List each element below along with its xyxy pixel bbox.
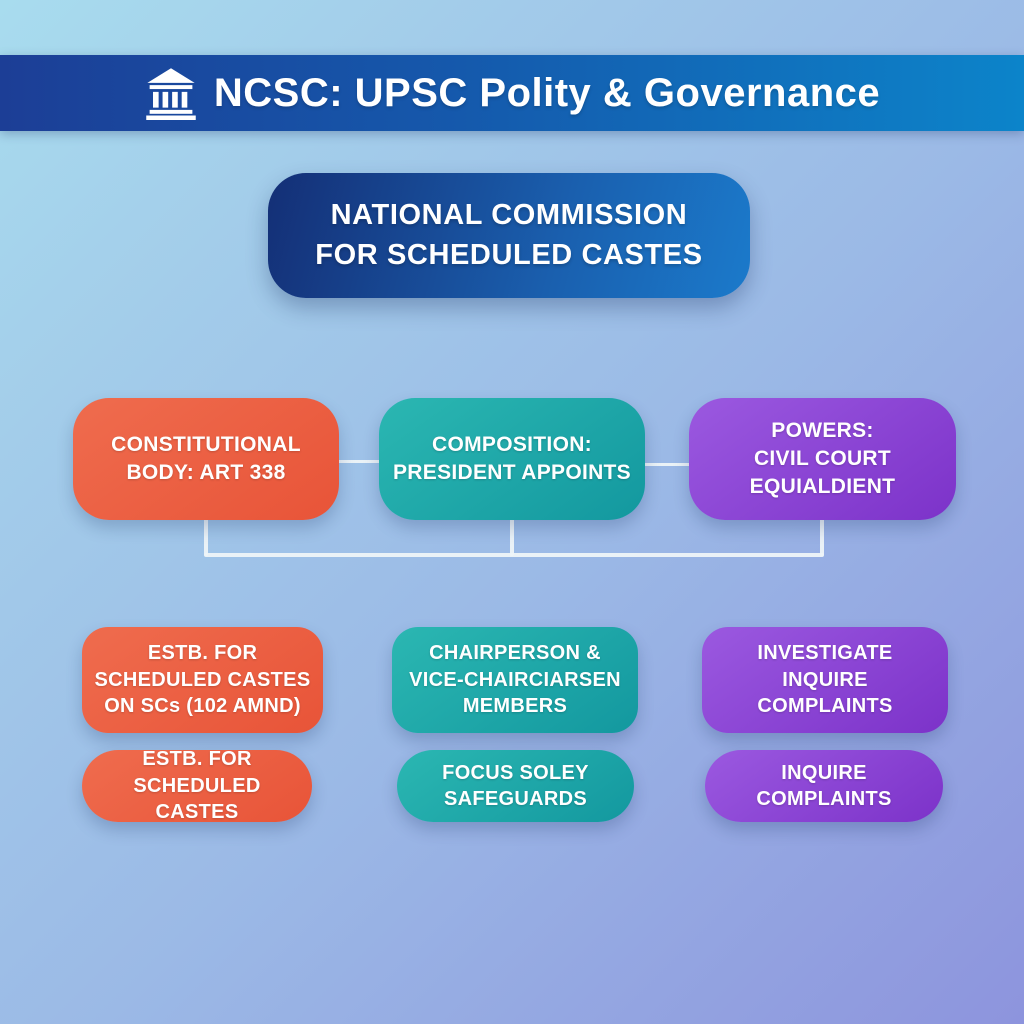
node-label: CHAIRPERSON & VICE-CHAIRCIARSEN MEMBERS	[409, 642, 621, 718]
root-node-ncsc: NATIONAL COMMISSION FOR SCHEDULED CASTES	[268, 173, 750, 298]
root-node-label: NATIONAL COMMISSION FOR SCHEDULED CASTES	[315, 199, 703, 271]
node-investigate-complaints: INVESTIGATE INQUIRE COMPLAINTS	[702, 627, 948, 733]
page-title: NCSC: UPSC Polity & Governance	[213, 70, 881, 115]
node-label: CONSTITUTIONAL BODY: ART 338	[111, 433, 301, 484]
node-powers: POWERS: CIVIL COURT EQUIALDIENT	[689, 398, 956, 520]
node-composition: COMPOSITION: PRESIDENT APPOINTS	[379, 398, 645, 520]
node-label: INQUIRE COMPLAINTS	[756, 761, 892, 810]
node-label: ESTB. FOR SCHEDULED CASTES ON SCs (102 A…	[94, 642, 311, 718]
node-label: POWERS: CIVIL COURT EQUIALDIENT	[749, 419, 896, 498]
node-estb-scheduled-castes: ESTB. FOR SCHEDULED CASTES	[82, 748, 312, 823]
node-label: INVESTIGATE INQUIRE COMPLAINTS	[757, 642, 893, 718]
connector-drop-left	[204, 518, 208, 556]
connector-drop-right	[820, 518, 824, 556]
node-label: FOCUS SOLEY SAFEGUARDS	[442, 761, 589, 810]
connector-row1-left-link	[337, 460, 381, 463]
node-label: ESTB. FOR SCHEDULED CASTES	[133, 748, 261, 824]
connector-horizontal-rail	[204, 553, 824, 557]
node-focus-safeguards: FOCUS SOLEY SAFEGUARDS	[397, 750, 634, 822]
node-label: COMPOSITION: PRESIDENT APPOINTS	[393, 433, 631, 484]
connector-drop-middle	[510, 518, 514, 556]
connector-row1-right-link	[644, 463, 691, 466]
node-chairperson-members: CHAIRPERSON & VICE-CHAIRCIARSEN MEMBERS	[392, 627, 638, 733]
node-constitutional-body: CONSTITUTIONAL BODY: ART 338	[73, 398, 339, 520]
header-bar: NCSC: UPSC Polity & Governance	[0, 55, 1024, 131]
node-estb-102-amnd: ESTB. FOR SCHEDULED CASTES ON SCs (102 A…	[82, 627, 323, 733]
bank-building-icon	[144, 65, 198, 121]
node-inquire-complaints: INQUIRE COMPLAINTS	[705, 750, 943, 822]
